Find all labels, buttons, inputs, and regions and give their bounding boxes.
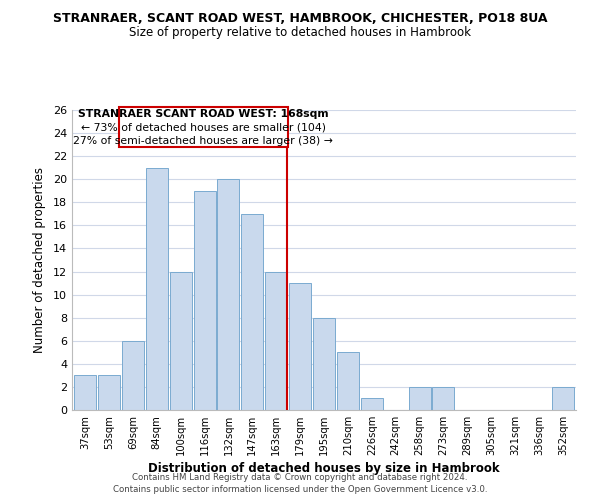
Bar <box>552 387 574 410</box>
FancyBboxPatch shape <box>119 106 288 147</box>
Bar <box>433 387 454 410</box>
Text: Contains HM Land Registry data © Crown copyright and database right 2024.: Contains HM Land Registry data © Crown c… <box>132 472 468 482</box>
Bar <box>194 191 215 410</box>
Bar <box>241 214 263 410</box>
Bar <box>265 272 287 410</box>
Text: 27% of semi-detached houses are larger (38) →: 27% of semi-detached houses are larger (… <box>73 136 334 146</box>
Bar <box>146 168 168 410</box>
Text: STRANRAER SCANT ROAD WEST: 168sqm: STRANRAER SCANT ROAD WEST: 168sqm <box>78 110 329 120</box>
Bar <box>217 179 239 410</box>
Bar <box>409 387 431 410</box>
X-axis label: Distribution of detached houses by size in Hambrook: Distribution of detached houses by size … <box>148 462 500 475</box>
Bar <box>289 283 311 410</box>
Bar <box>361 398 383 410</box>
Text: Size of property relative to detached houses in Hambrook: Size of property relative to detached ho… <box>129 26 471 39</box>
Bar <box>98 376 120 410</box>
Text: STRANRAER, SCANT ROAD WEST, HAMBROOK, CHICHESTER, PO18 8UA: STRANRAER, SCANT ROAD WEST, HAMBROOK, CH… <box>53 12 547 26</box>
Text: Contains public sector information licensed under the Open Government Licence v3: Contains public sector information licen… <box>113 485 487 494</box>
Bar <box>337 352 359 410</box>
Bar <box>313 318 335 410</box>
Text: ← 73% of detached houses are smaller (104): ← 73% of detached houses are smaller (10… <box>81 123 326 133</box>
Bar <box>122 341 144 410</box>
Bar <box>170 272 191 410</box>
Bar <box>74 376 96 410</box>
Y-axis label: Number of detached properties: Number of detached properties <box>33 167 46 353</box>
